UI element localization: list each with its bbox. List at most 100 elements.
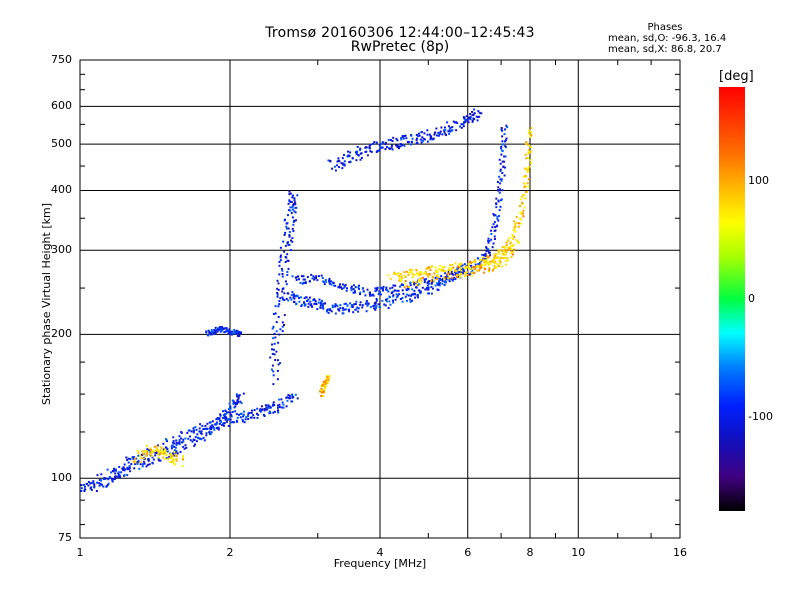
data-point	[375, 299, 378, 302]
data-point	[358, 287, 360, 290]
data-point	[210, 428, 213, 431]
data-point	[215, 418, 218, 421]
data-point	[373, 141, 376, 144]
data-point	[445, 278, 448, 281]
data-point	[114, 468, 117, 471]
data-point	[163, 452, 166, 455]
data-point	[453, 276, 456, 279]
data-point	[321, 299, 324, 302]
data-point	[192, 429, 195, 432]
data-point	[495, 266, 498, 269]
data-point	[495, 203, 498, 206]
data-point	[222, 416, 225, 419]
data-point	[227, 332, 230, 335]
data-point	[392, 295, 395, 298]
data-point	[359, 152, 362, 155]
data-point	[344, 302, 347, 305]
data-point	[459, 274, 462, 277]
data-point	[290, 211, 293, 214]
data-point	[96, 474, 99, 477]
data-point	[93, 485, 96, 488]
data-point	[500, 179, 503, 182]
data-point	[267, 407, 270, 410]
data-point	[359, 149, 361, 151]
data-point	[288, 394, 291, 397]
data-point	[288, 199, 291, 202]
data-point	[417, 132, 420, 135]
data-point	[492, 257, 495, 260]
data-point	[147, 458, 150, 461]
data-point	[507, 246, 510, 249]
data-point	[369, 144, 371, 146]
data-point	[95, 490, 98, 492]
data-point	[98, 484, 101, 487]
data-point	[321, 277, 324, 279]
data-point	[462, 116, 465, 119]
data-point	[302, 275, 305, 278]
data-point	[469, 113, 472, 115]
data-point	[378, 306, 381, 309]
data-point	[343, 303, 346, 306]
data-point	[225, 412, 227, 415]
data-point	[273, 332, 276, 335]
data-point	[378, 148, 381, 151]
data-point	[277, 363, 280, 366]
data-point	[302, 278, 305, 281]
data-point	[471, 119, 474, 122]
data-point	[468, 260, 471, 263]
data-point	[286, 271, 289, 273]
data-point	[390, 139, 392, 141]
data-point	[511, 233, 514, 236]
data-point	[253, 409, 256, 412]
data-point	[481, 253, 484, 256]
data-point	[230, 331, 232, 334]
data-point	[233, 401, 235, 404]
data-point	[218, 422, 221, 425]
data-point	[329, 159, 332, 162]
data-point	[448, 271, 451, 274]
data-point	[281, 275, 284, 278]
data-point	[385, 300, 388, 303]
data-point	[338, 166, 340, 169]
data-point	[232, 402, 235, 405]
data-point	[513, 220, 516, 223]
data-point	[164, 448, 167, 451]
data-point	[145, 465, 148, 468]
data-point	[473, 259, 476, 262]
data-point	[217, 426, 220, 429]
data-point	[328, 375, 331, 378]
data-point	[142, 460, 145, 463]
data-point	[234, 403, 237, 406]
data-point	[382, 285, 385, 288]
data-point	[286, 222, 289, 225]
data-point	[404, 276, 407, 279]
data-point	[298, 296, 300, 299]
data-point	[287, 227, 290, 230]
data-point	[209, 433, 212, 436]
data-point	[387, 307, 390, 309]
data-point	[223, 422, 226, 425]
data-point	[408, 271, 410, 274]
data-point	[447, 125, 450, 128]
data-point	[460, 265, 463, 268]
data-point	[413, 281, 415, 284]
data-point	[441, 278, 444, 281]
data-point	[320, 387, 323, 390]
data-point	[131, 456, 134, 459]
data-point	[295, 278, 298, 281]
data-point	[242, 420, 245, 423]
data-point	[437, 289, 440, 291]
data-point	[150, 448, 152, 451]
data-point	[194, 443, 196, 446]
data-point	[499, 168, 502, 171]
data-point	[269, 411, 272, 414]
data-point	[293, 199, 296, 202]
data-point	[385, 146, 388, 148]
data-point	[230, 333, 233, 336]
data-point	[411, 299, 413, 302]
data-point	[174, 449, 176, 452]
data-point	[229, 333, 232, 335]
data-point	[391, 144, 393, 147]
data-point	[229, 418, 232, 421]
data-point	[469, 115, 472, 118]
